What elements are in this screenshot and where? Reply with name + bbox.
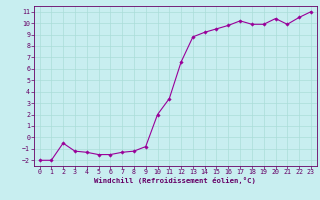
X-axis label: Windchill (Refroidissement éolien,°C): Windchill (Refroidissement éolien,°C) — [94, 177, 256, 184]
